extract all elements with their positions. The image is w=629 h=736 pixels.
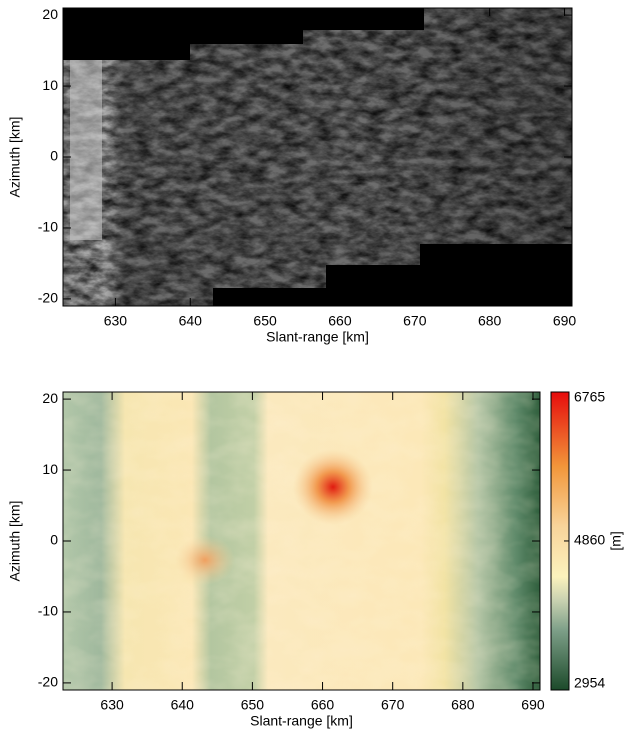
- x-tick-label: 690: [553, 313, 577, 329]
- x-tick-label: 660: [328, 313, 352, 329]
- dem-image: [63, 392, 540, 690]
- colorbar-tick-label: 4860: [574, 532, 605, 548]
- x-axis-label: Slant-range [km]: [250, 713, 353, 729]
- colorbar-tick-label: 2954: [574, 675, 605, 691]
- x-tick-label: 690: [521, 697, 545, 713]
- y-tick-label: 20: [42, 6, 58, 22]
- y-tick-label: -10: [38, 603, 58, 619]
- x-tick-label: 650: [241, 697, 265, 713]
- y-axis-label: Azimuth [km]: [7, 501, 23, 582]
- colorbar-label: [m]: [608, 531, 624, 550]
- colorbar-tick-label: 6765: [574, 389, 605, 405]
- y-axis-label: Azimuth [km]: [7, 117, 23, 198]
- x-tick-label: 630: [104, 313, 128, 329]
- y-tick-label: 0: [50, 532, 58, 548]
- y-tick-label: -10: [38, 219, 58, 235]
- x-axis-label: Slant-range [km]: [266, 329, 369, 345]
- y-tick-label: 10: [42, 461, 58, 477]
- x-tick-label: 680: [451, 697, 475, 713]
- sar-image: [63, 8, 572, 306]
- x-tick-label: 670: [403, 313, 427, 329]
- y-tick-label: -20: [38, 290, 58, 306]
- x-tick-label: 650: [253, 313, 277, 329]
- x-tick-label: 640: [171, 697, 195, 713]
- x-tick-label: 670: [381, 697, 405, 713]
- y-tick-label: 10: [42, 77, 58, 93]
- x-tick-label: 630: [100, 697, 124, 713]
- x-tick-label: 660: [311, 697, 335, 713]
- figure: 630 640 650 660 670 680 690 -20 -10 0 10 20 Slant-ra…: [0, 0, 629, 736]
- y-tick-label: 20: [42, 390, 58, 406]
- x-tick-label: 640: [179, 313, 203, 329]
- y-tick-label: 0: [50, 148, 58, 164]
- y-tick-label: -20: [38, 674, 58, 690]
- x-tick-label: 680: [478, 313, 502, 329]
